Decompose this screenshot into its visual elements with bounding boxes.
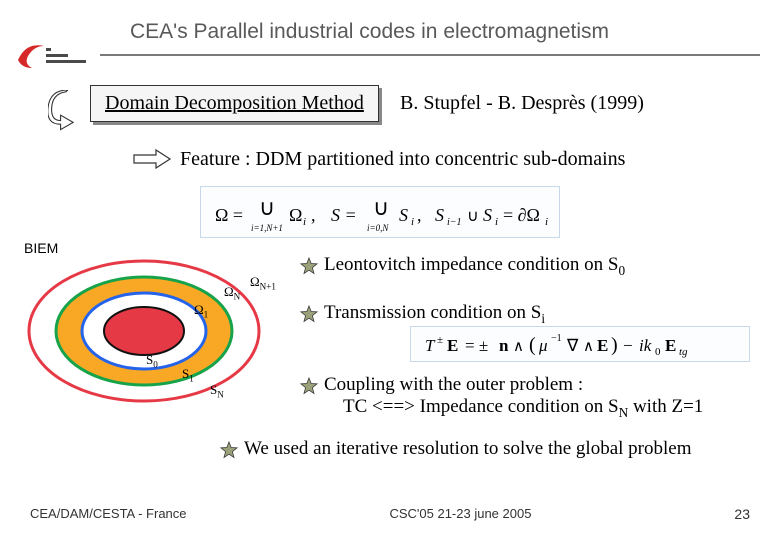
bullet-1: Leontovitch impedance condition on S0 — [324, 254, 625, 279]
curved-arrow-icon — [48, 90, 84, 132]
biem-label: BIEM — [24, 240, 58, 256]
footer-page: 23 — [734, 506, 750, 522]
svg-text:T: T — [425, 336, 436, 355]
svg-text:Ω =: Ω = — [215, 205, 243, 225]
footer-left: CEA/DAM/CESTA - France — [30, 506, 187, 522]
equation-box-tc: T ± E = ± n ∧ ( μ −1 ∇ ∧ E ) − ik 0 E tg — [410, 326, 750, 362]
svg-text:,: , — [417, 205, 422, 225]
svg-text:i=1,N+1: i=1,N+1 — [251, 223, 283, 233]
star-icon — [300, 305, 318, 323]
svg-text:E: E — [665, 336, 676, 355]
svg-text:i: i — [495, 216, 498, 228]
omega-n-label: Ω — [224, 284, 234, 299]
svg-text:±: ± — [437, 334, 443, 346]
bullet-2: Transmission condition on Si — [324, 302, 545, 327]
svg-text:−1: −1 — [551, 333, 562, 344]
svg-text:Ω: Ω — [289, 205, 302, 225]
svg-text:): ) — [611, 334, 618, 356]
svg-text:i: i — [545, 216, 548, 228]
svg-text:S =: S = — [331, 205, 357, 225]
svg-text:i−1: i−1 — [447, 217, 462, 228]
svg-text:∪: ∪ — [259, 195, 275, 220]
svg-text:S: S — [483, 205, 492, 225]
star-icon — [300, 377, 318, 395]
svg-text:−: − — [623, 336, 633, 355]
svg-text:i: i — [411, 216, 414, 228]
footer-center: CSC'05 21-23 june 2005 — [389, 506, 531, 522]
svg-text:μ: μ — [538, 336, 548, 355]
svg-text:tg: tg — [679, 346, 688, 358]
svg-text:S: S — [435, 205, 444, 225]
svg-text:∪: ∪ — [373, 195, 389, 220]
omega-1-label: Ω — [194, 302, 204, 317]
star-icon — [300, 257, 318, 275]
bullet-4: We used an iterative resolution to solve… — [244, 438, 692, 460]
svg-text:n: n — [499, 336, 509, 355]
cea-logo — [12, 38, 90, 78]
concentric-rings-diagram: ΩN+1 ΩN Ω1 S0 S1 SN — [24, 256, 264, 406]
svg-text:= ∂Ω: = ∂Ω — [503, 205, 540, 225]
equation-box-omega: Ω = ∪ i=1,N+1 Ω i , S = ∪ i=0,N S i , S … — [200, 186, 560, 238]
ddm-box: Domain Decomposition Method — [90, 85, 379, 122]
svg-text:∧: ∧ — [513, 339, 524, 355]
svg-text:∪: ∪ — [467, 208, 479, 225]
title-rule — [100, 54, 760, 56]
right-arrow-icon — [132, 148, 172, 170]
svg-text:E: E — [447, 336, 458, 355]
svg-text:E: E — [597, 336, 608, 355]
bullet-3: Coupling with the outer problem : TC <==… — [324, 374, 703, 421]
star-icon — [220, 441, 238, 459]
svg-text:S: S — [399, 205, 408, 225]
page-title: CEA's Parallel industrial codes in elect… — [130, 20, 609, 44]
omega-n1-label: Ω — [250, 274, 260, 289]
footer: CEA/DAM/CESTA - France CSC'05 21-23 june… — [0, 506, 780, 522]
svg-text:= ±: = ± — [465, 336, 488, 355]
svg-text:i=0,N: i=0,N — [367, 223, 389, 233]
svg-text:∧: ∧ — [583, 339, 594, 355]
svg-text:0: 0 — [655, 346, 661, 358]
svg-text:,: , — [311, 205, 316, 225]
svg-text:ik: ik — [639, 336, 652, 355]
svg-text:i: i — [303, 216, 306, 228]
svg-text:∇: ∇ — [566, 336, 579, 355]
ddm-reference: B. Stupfel - B. Desprès (1999) — [400, 92, 644, 115]
svg-text:(: ( — [529, 334, 536, 356]
feature-text: Feature : DDM partitioned into concentri… — [180, 148, 625, 171]
